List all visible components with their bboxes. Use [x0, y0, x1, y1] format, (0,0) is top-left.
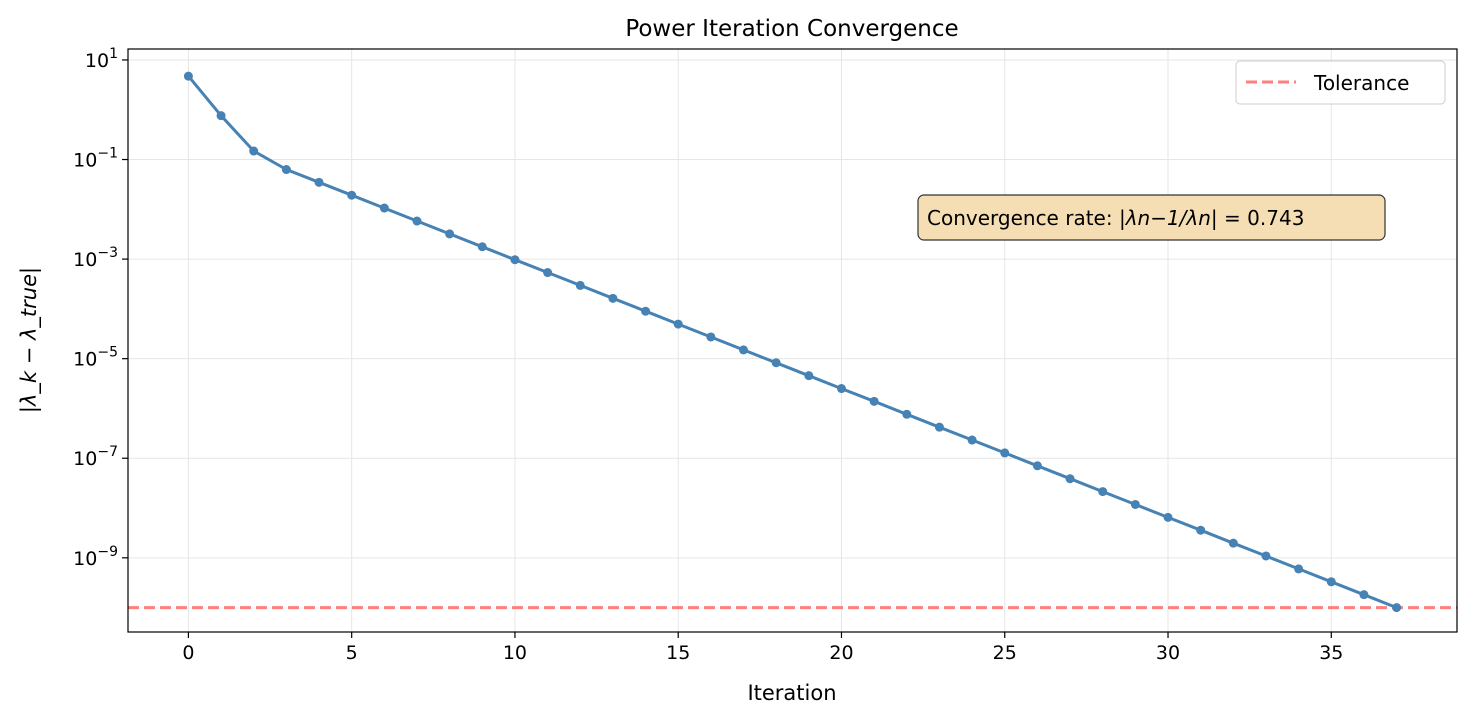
x-tick-label: 5 [346, 642, 358, 664]
data-point [673, 319, 683, 329]
data-point [314, 177, 324, 187]
grid [128, 49, 1457, 632]
data-point [477, 242, 487, 252]
data-point [1392, 603, 1402, 613]
data-point [543, 268, 553, 278]
data-point [216, 111, 226, 121]
data-point [641, 306, 651, 316]
y-tick-label: 10−7 [73, 444, 118, 470]
x-tick-label: 20 [829, 642, 853, 664]
data-point [608, 293, 618, 303]
x-tick-label: 10 [503, 642, 527, 664]
convergence-annotation: Convergence rate: |λn−1/λn| = 0.743 [917, 194, 1386, 241]
x-axis-label: Iteration [747, 681, 836, 705]
data-point [183, 71, 193, 81]
y-axis-ticks: 101 10−1 10−3 10−5 10−7 10−9 [73, 46, 128, 570]
x-tick-label: 0 [182, 642, 194, 664]
data-point [575, 280, 585, 290]
legend-tolerance-label: Tolerance [1313, 71, 1409, 95]
data-point [379, 203, 389, 213]
x-tick-label: 15 [666, 642, 690, 664]
x-axis-ticks: 0 5 10 15 20 25 30 35 [182, 632, 1343, 664]
data-point [445, 229, 455, 239]
y-tick-label: 10−1 [73, 146, 118, 172]
legend-box [1235, 60, 1446, 105]
data-point [967, 435, 977, 445]
data-point [1098, 487, 1108, 497]
data-point [739, 345, 749, 355]
svg-text:Convergence rate: |λn−1/λn| =: Convergence rate: |λn−1/λn| = 0.743 [927, 206, 1304, 230]
data-point [1261, 551, 1271, 561]
y-tick-label: 10−9 [73, 544, 118, 570]
data-point [869, 396, 879, 406]
chart-title: Power Iteration Convergence [625, 16, 958, 42]
data-point [347, 190, 357, 200]
data-point [1294, 564, 1304, 574]
data-point [1326, 577, 1336, 587]
data-point [1359, 590, 1369, 600]
data-point [412, 216, 422, 226]
data-point [281, 165, 291, 175]
data-point [1065, 474, 1075, 484]
data-point [934, 422, 944, 432]
annotation-formula: |λn−1/λn| [1119, 206, 1218, 230]
legend: Tolerance [1235, 60, 1446, 105]
data-point [1032, 461, 1042, 471]
data-point [1000, 448, 1010, 458]
y-axis-label-text: |λ_k − λ_true| [17, 267, 42, 413]
y-tick-label: 101 [85, 46, 118, 72]
data-point [771, 358, 781, 368]
x-tick-label: 25 [993, 642, 1017, 664]
data-point [836, 384, 846, 394]
data-point [1228, 538, 1238, 548]
data-point [804, 371, 814, 381]
data-point [249, 146, 259, 156]
plot-frame [127, 48, 1458, 633]
annotation-prefix: Convergence rate: [927, 206, 1119, 230]
data-point [706, 332, 716, 342]
x-tick-label: 30 [1156, 642, 1180, 664]
y-tick-label: 10−3 [73, 245, 118, 271]
series-layer [183, 71, 1402, 613]
data-point [510, 255, 520, 265]
x-tick-label: 35 [1319, 642, 1343, 664]
series-line [187, 75, 1398, 609]
data-point [1130, 499, 1140, 509]
data-point [902, 409, 912, 419]
y-tick-label: 10−5 [73, 345, 118, 371]
y-axis-label: |λ_k − λ_true| [17, 267, 42, 413]
data-point [1163, 512, 1173, 522]
data-point [1196, 525, 1206, 535]
annotation-box [917, 194, 1386, 241]
annotation-value: = 0.743 [1224, 206, 1304, 230]
